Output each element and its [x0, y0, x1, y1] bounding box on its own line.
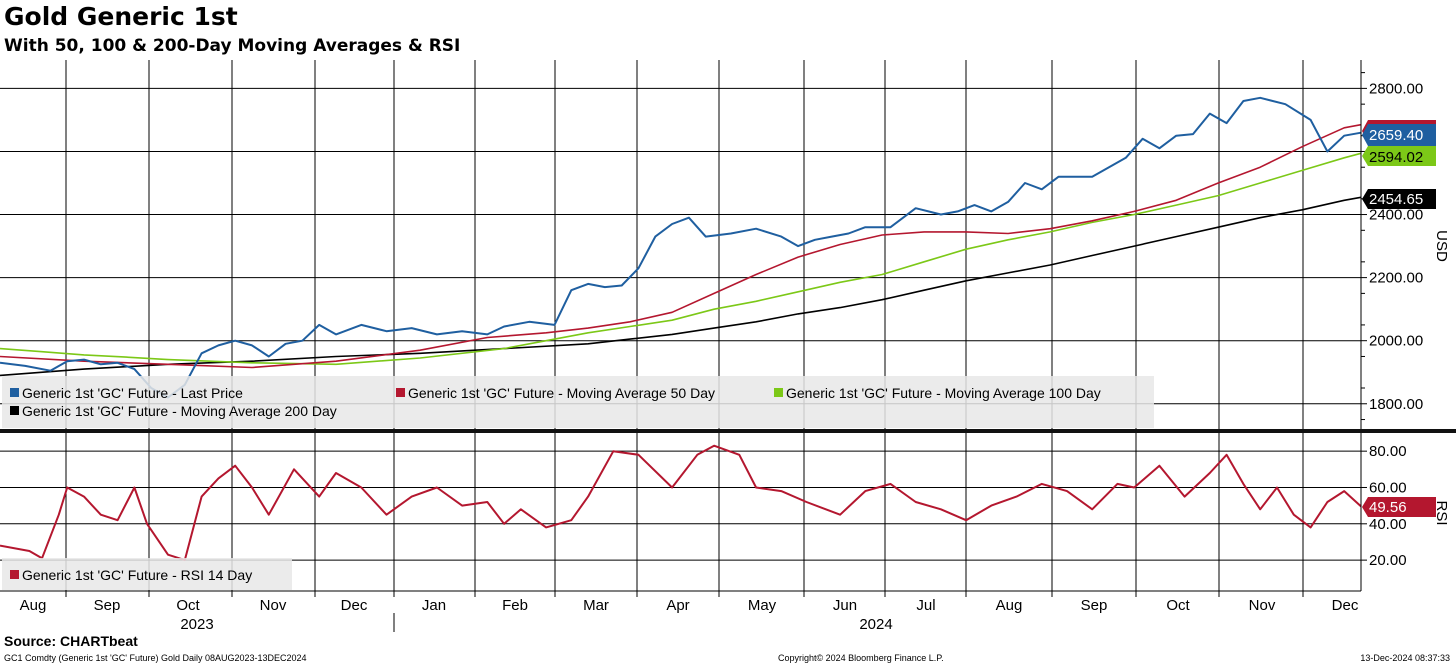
- legend-label-rsi: Generic 1st 'GC' Future - RSI 14 Day: [22, 567, 252, 583]
- tag-rsi-label: 49.56: [1369, 499, 1407, 516]
- x-tick-label-month: Oct: [1166, 597, 1190, 614]
- legend-swatch-ma100: [774, 388, 783, 397]
- tag-ma200: [1362, 189, 1436, 209]
- footer-left: GC1 Comdty (Generic 1st 'GC' Future) Gol…: [4, 653, 307, 663]
- legend-price-bg: [2, 376, 1154, 428]
- legend-swatch-ma200: [10, 406, 19, 415]
- tag-ma100: [1362, 146, 1436, 166]
- y-tick-label-price: 1800.00: [1369, 396, 1423, 413]
- legend-swatch-last-price: [10, 388, 19, 397]
- legend-rsi: Generic 1st 'GC' Future - RSI 14 Day: [2, 558, 292, 590]
- x-tick-label-month: Dec: [341, 597, 368, 614]
- source-note: Source: CHARTbeat: [4, 633, 138, 649]
- x-tick-label-month: Aug: [20, 597, 47, 614]
- tag-ma100-label: 2594.02: [1369, 149, 1423, 166]
- series-line: [0, 96, 1362, 399]
- x-tick-label-month: Jun: [833, 597, 857, 614]
- footer-center: Copyright© 2024 Bloomberg Finance L.P.: [778, 653, 944, 663]
- x-tick-label-month: Sep: [1081, 597, 1108, 614]
- chart-subtitle: With 50, 100 & 200-Day Moving Averages &…: [4, 36, 461, 56]
- chart-title: Gold Generic 1st: [4, 2, 238, 31]
- series-line: [0, 196, 1362, 377]
- last-value-tags: 2659.40 2594.02 2454.65 49.56: [1362, 120, 1436, 517]
- x-tick-label-month: Jul: [916, 597, 935, 614]
- panel-separator: [0, 429, 1456, 433]
- gridlines: [0, 60, 1361, 591]
- legend-swatch-ma50: [396, 388, 405, 397]
- axes: 2800.002600.002400.002200.002000.001800.…: [0, 60, 1423, 614]
- tag-last-price: [1362, 124, 1436, 146]
- year-label-2024: 2024: [859, 616, 892, 633]
- y-tick-label-price: 2200.00: [1369, 270, 1423, 287]
- series-lines: [0, 96, 1362, 562]
- y-axis-title-rsi: RSI: [1433, 500, 1450, 525]
- legend-label-ma200: Generic 1st 'GC' Future - Moving Average…: [22, 403, 337, 419]
- x-tick-label-month: Aug: [996, 597, 1023, 614]
- x-tick-label-month: Oct: [176, 597, 200, 614]
- x-tick-label-month: May: [748, 597, 777, 614]
- series-line: [0, 444, 1362, 562]
- year-label-2023: 2023: [180, 616, 213, 633]
- y-axis-title-usd: USD: [1433, 230, 1450, 262]
- series-line: [0, 152, 1362, 366]
- y-tick-label-price: 2800.00: [1369, 80, 1423, 97]
- legend-rsi-bg: [2, 558, 292, 590]
- series-line: [0, 123, 1362, 369]
- legend-label-last-price: Generic 1st 'GC' Future - Last Price: [22, 385, 243, 401]
- legend-price: Generic 1st 'GC' Future - Last Price Gen…: [2, 376, 1154, 428]
- x-tick-label-month: Mar: [583, 597, 609, 614]
- y-tick-label-price: 2400.00: [1369, 207, 1423, 224]
- x-tick-label-month: Nov: [260, 597, 287, 614]
- y-tick-label-rsi: 80.00: [1369, 443, 1407, 460]
- x-tick-label-month: Nov: [1249, 597, 1276, 614]
- legend-label-ma50: Generic 1st 'GC' Future - Moving Average…: [408, 385, 715, 401]
- x-tick-label-month: Dec: [1332, 597, 1359, 614]
- footer-right: 13-Dec-2024 08:37:33: [1360, 653, 1450, 663]
- x-tick-label-month: Jan: [422, 597, 446, 614]
- y-tick-label-rsi: 40.00: [1369, 516, 1407, 533]
- x-tick-label-month: Apr: [666, 597, 689, 614]
- tag-ma200-label: 2454.65: [1369, 191, 1423, 208]
- x-tick-label-month: Feb: [502, 597, 528, 614]
- legend-label-ma100: Generic 1st 'GC' Future - Moving Average…: [786, 385, 1101, 401]
- legend-swatch-rsi: [10, 570, 19, 579]
- y-tick-label-price: 2000.00: [1369, 333, 1423, 350]
- tag-rsi: [1362, 497, 1436, 517]
- y-tick-label-rsi: 60.00: [1369, 479, 1407, 496]
- tag-last-price-label: 2659.40: [1369, 127, 1423, 144]
- y-tick-label-rsi: 20.00: [1369, 552, 1407, 569]
- x-tick-label-month: Sep: [94, 597, 121, 614]
